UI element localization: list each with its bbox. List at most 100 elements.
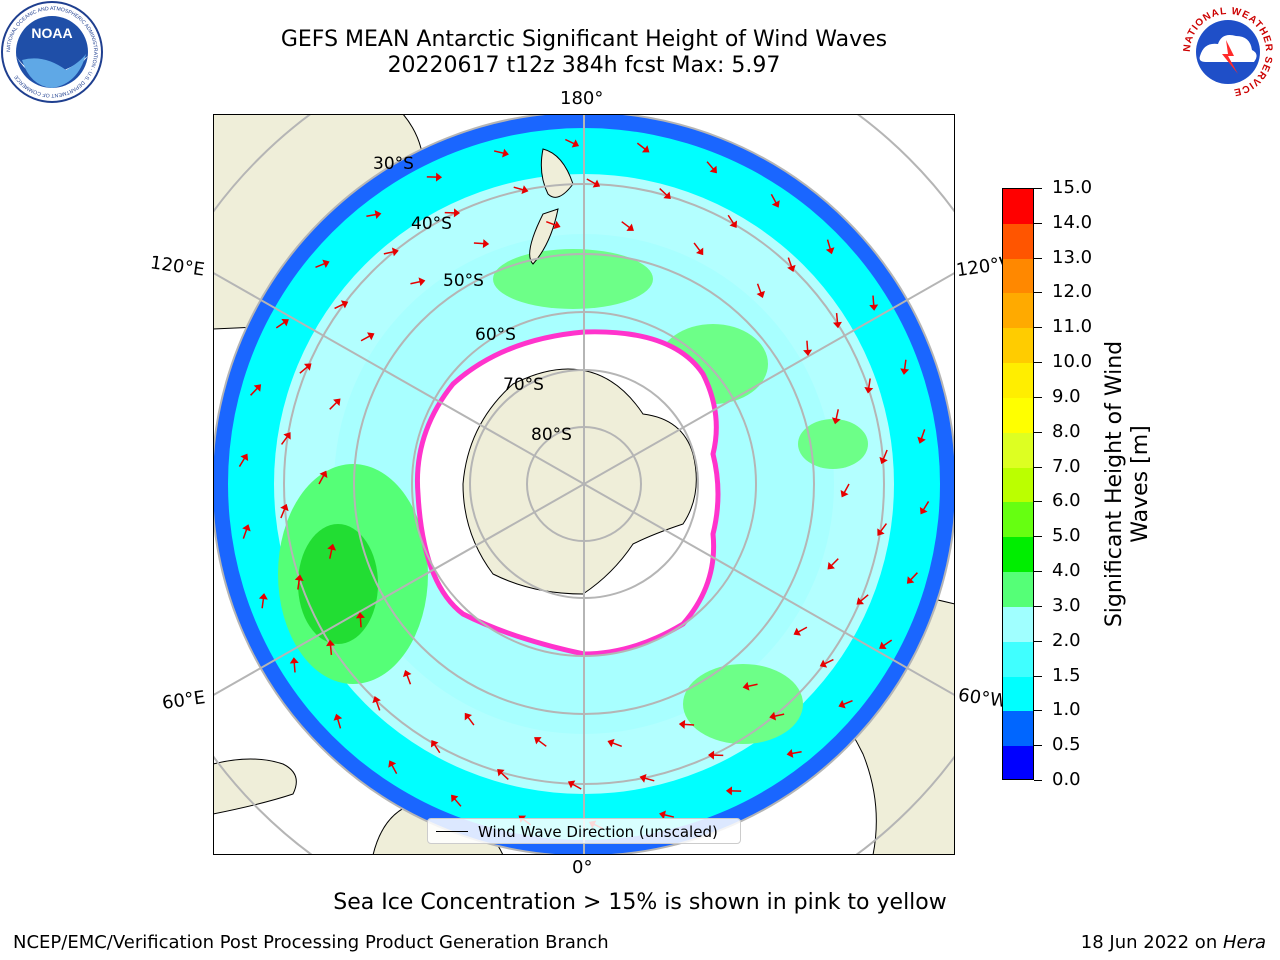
wind-arrow [280,435,289,445]
wind-arrow [329,548,333,559]
colorbar-tick [1034,431,1042,433]
wind-arrow [500,772,509,781]
wind-arrow-head [294,574,304,582]
wind-arrow-head [258,593,268,600]
footer-host: Hera [1222,932,1266,953]
wind-arrow [826,239,832,250]
colorbar-tick-label: 12.0 [1052,281,1093,303]
lon-label-0: 0° [572,857,593,878]
wind-arrow-head [607,738,615,748]
wind-arrow [261,598,265,609]
wind-arrow-head [827,562,835,570]
wind-arrow [835,409,839,420]
wind-arrow-head [708,750,715,760]
colorbar-tick-label: 13.0 [1052,246,1093,268]
wind-arrow-head [592,179,601,188]
nws-logo: NATIONAL WEATHER SERVICE [1178,2,1278,102]
wind-arrow-head [787,264,796,272]
wind-arrow-head [340,300,349,309]
wind-arrow [546,220,556,226]
wind-arrow-head [819,659,828,668]
colorbar-tick-label: 1.0 [1052,699,1081,721]
wind-arrow [537,739,547,747]
lon-label-60e: 60°E [160,687,207,714]
wind-arrow-head [391,247,399,257]
wind-arrow [922,501,930,511]
wind-arrow [774,713,785,718]
colorbar-tick-label: 11.0 [1052,316,1093,338]
colorbar-tick [1034,292,1042,294]
colorbar-segment [1003,676,1033,712]
colorbar-tick [1034,501,1042,503]
wind-arrow [293,662,296,673]
wind-arrow [406,674,412,685]
polar-map: 30°S 40°S 50°S 60°S 70°S 80°S [213,114,955,855]
wind-arrow-head [769,711,777,721]
wind-arrow [329,401,338,410]
wind-arrow [824,658,834,665]
colorbar-tick-label: 6.0 [1052,490,1081,512]
colorbar-segment [1003,606,1033,642]
wind-arrow-head [786,748,794,758]
wind-arrow [860,594,869,602]
wind-arrow [843,483,850,494]
wind-arrow-head [571,139,580,148]
wind-arrow [636,142,646,150]
colorbar-tick [1034,745,1042,747]
colorbar-tick-label: 7.0 [1052,455,1081,477]
wind-arrow [621,221,631,229]
wind-arrow [747,683,758,688]
wind-arrow [791,750,802,755]
colorbar-segment [1003,711,1033,747]
wind-arrow-head [831,417,841,425]
wind-arrow [572,783,582,790]
colorbar-tick-label: 4.0 [1052,560,1081,582]
colorbar-tick-label: 2.0 [1052,629,1081,651]
chart-subtitle: 20220617 t12z 384h fcst Max: 5.97 [387,53,781,78]
wind-arrow [250,387,259,396]
map-legend: Wind Wave Direction (unscaled) [427,818,741,844]
wind-arrow [366,213,377,218]
wind-arrow-head [281,318,289,327]
wind-arrow [299,366,308,374]
wind-arrow-head [289,657,299,664]
wind-arrow [410,280,421,285]
wind-arrow-head [917,436,926,444]
footer-date: 18 Jun 2022 on Hera [1081,932,1266,953]
wave-patch [798,419,868,469]
wind-arrow [334,303,344,310]
wind-arrow-head [663,191,671,199]
wind-arrow-head [403,669,412,678]
wind-arrow-head [322,259,330,268]
wind-arrow-head [641,145,650,153]
wind-arrow-head [374,210,382,220]
wind-arrow-head [283,432,291,440]
wind-arrow [663,814,675,818]
wind-arrow [280,508,286,519]
wind-arrow-head [418,277,426,287]
chart-title: GEFS MEAN Antarctic Significant Height o… [280,27,888,52]
colorbar-tick-label: 1.5 [1052,664,1081,686]
colorbar-segment [1003,641,1033,677]
wind-arrow-head [678,719,686,729]
wind-arrow [882,449,888,460]
wind-arrow [473,242,484,245]
wind-arrow-head [453,208,460,218]
wind-arrow-head [742,681,750,691]
wind-arrow-head [502,148,509,158]
lat-label: 60°S [475,325,516,345]
wind-arrow [684,723,695,726]
wind-arrow-head [803,349,813,356]
wind-arrow-head [756,290,765,299]
colorbar-tick [1034,780,1042,781]
wind-arrow [467,716,475,726]
wind-arrow-head [482,239,490,249]
wind-arrow-head [919,506,928,515]
lat-label: 40°S [411,214,452,234]
colorbar [1002,188,1034,780]
colorbar-tick-label: 3.0 [1052,594,1081,616]
lon-label-120e: 120°E [148,252,206,281]
legend-line-icon [436,831,468,832]
wind-arrow-head [856,597,864,605]
wind-arrow-head [864,386,874,394]
